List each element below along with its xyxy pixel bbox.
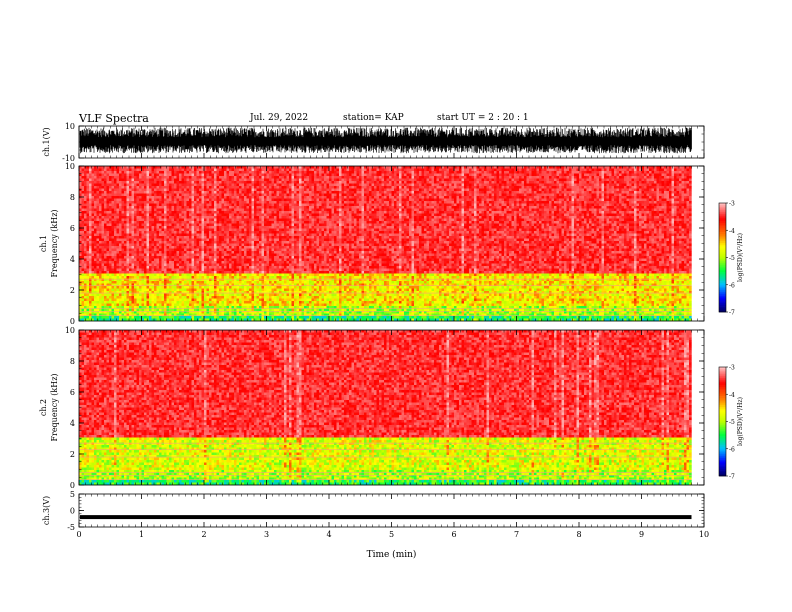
y-tick-label: 10	[65, 162, 75, 171]
y-tick-label: 4	[70, 419, 75, 428]
y-tick-label: 0	[70, 507, 75, 516]
ch1-spectrogram-cells	[79, 166, 692, 322]
start-time-label: start UT = 2 : 20 : 1	[437, 113, 529, 123]
ch1-y-label: ch.1(V)	[42, 127, 51, 156]
ch1-channel-label: ch.1	[39, 235, 48, 252]
colorbar-tick-label: -4	[729, 392, 735, 399]
x-tick-label: 2	[201, 530, 206, 539]
x-tick-label: 7	[514, 530, 519, 539]
colorbar-tick-label: -5	[729, 419, 735, 426]
y-tick-label: 10	[65, 326, 75, 335]
y-tick-label: 10	[65, 122, 75, 131]
x-tick-label: 3	[264, 530, 269, 539]
ch1-waveform-trace	[79, 127, 692, 154]
chart-date: Jul. 29, 2022	[250, 113, 308, 123]
y-tick-label: 8	[70, 193, 75, 202]
colorbar-tick-label: -7	[729, 310, 735, 317]
x-axis-label: Time (min)	[367, 549, 417, 560]
colorbar-tick-label: -5	[729, 255, 735, 262]
ch3-waveform-trace	[80, 515, 692, 520]
y-tick-label: 8	[70, 357, 75, 366]
station-label: station= KAP	[343, 113, 404, 123]
y-tick-label: -5	[67, 523, 75, 532]
x-tick-label: 0	[76, 530, 81, 539]
chart-title: VLF Spectra	[79, 112, 149, 125]
x-tick-label: 10	[699, 530, 709, 539]
colorbar-tick-label: -6	[729, 282, 735, 289]
y-tick-label: 4	[70, 255, 75, 264]
y-tick-label: 2	[70, 286, 75, 295]
ch1-y-label: Frequency (kHz)	[50, 209, 59, 277]
colorbar-tick-label: -3	[729, 365, 735, 372]
x-tick-label: 9	[639, 530, 644, 539]
ch3-y-label: ch.3(V)	[42, 496, 51, 525]
ch2-channel-label: ch.2	[39, 399, 48, 416]
y-tick-label: -10	[62, 154, 75, 163]
y-tick-label: 0	[70, 481, 75, 490]
y-tick-label: 6	[70, 388, 75, 397]
ch2-colorbar-label: log(PSD)(V²/Hz)	[737, 397, 744, 446]
y-tick-label: 5	[70, 490, 75, 499]
x-tick-label: 5	[389, 530, 394, 539]
ch1-colorbar	[719, 203, 726, 313]
ch2-colorbar	[719, 367, 726, 477]
y-tick-label: 6	[70, 224, 75, 233]
colorbar-tick-label: -6	[729, 446, 735, 453]
y-tick-label: 2	[70, 450, 75, 459]
x-tick-label: 8	[576, 530, 581, 539]
ch2-spectrogram-cells	[79, 330, 692, 486]
colorbar-tick-label: -3	[729, 201, 735, 208]
y-tick-label: 0	[70, 317, 75, 326]
ch2-y-label: Frequency (kHz)	[50, 373, 59, 441]
ch1-colorbar-label: log(PSD)(V²/Hz)	[737, 233, 744, 282]
colorbar-tick-label: -7	[729, 474, 735, 481]
x-tick-label: 1	[139, 530, 144, 539]
x-tick-label: 4	[326, 530, 331, 539]
colorbar-tick-label: -4	[729, 228, 735, 235]
x-tick-label: 6	[451, 530, 456, 539]
